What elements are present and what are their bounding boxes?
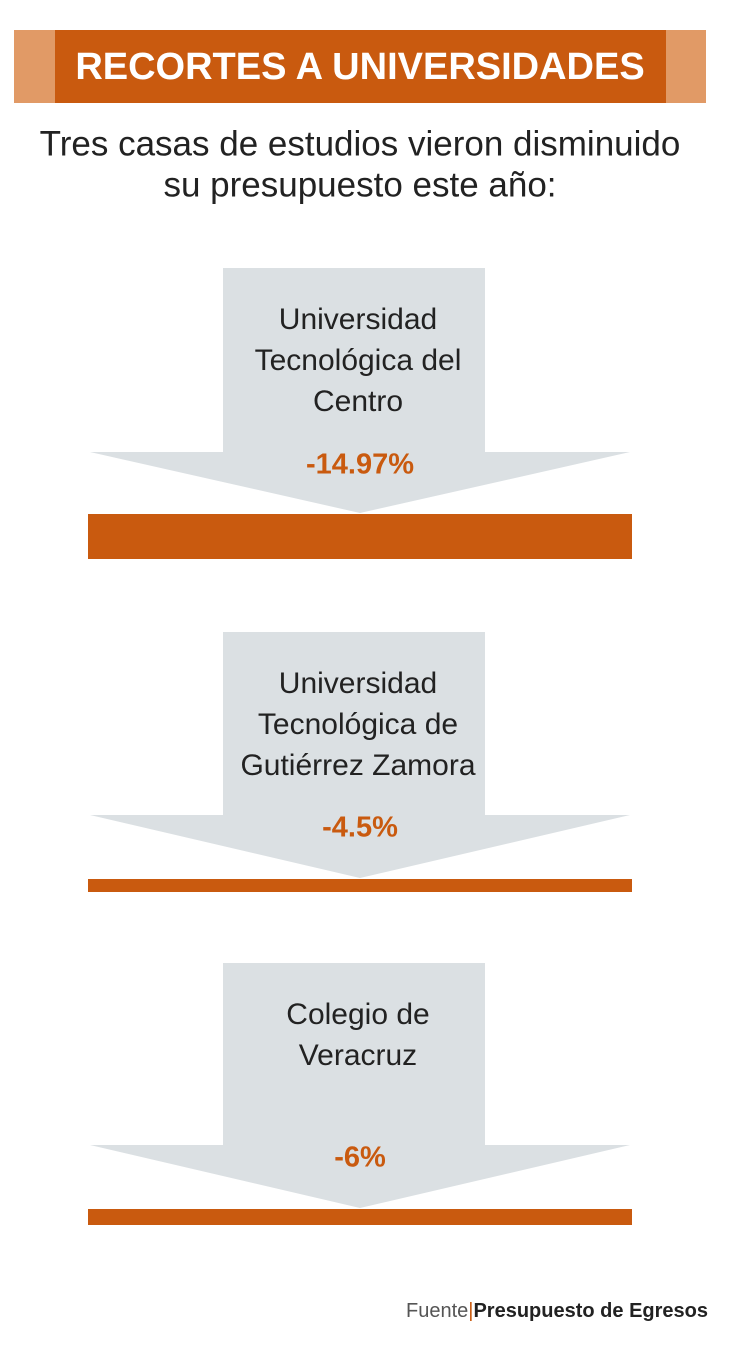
bar [88, 1209, 632, 1225]
arrow [90, 268, 630, 513]
subtitle-line: Tres casas de estudios vieron disminuido [40, 124, 681, 163]
item-name: Universidad [279, 303, 437, 336]
item-name: Colegio de [286, 998, 429, 1031]
item-change: -6% [334, 1142, 386, 1174]
item-name: Veracruz [299, 1039, 417, 1072]
title: RECORTES A UNIVERSIDADES [75, 46, 644, 88]
footer-label: Fuente [406, 1300, 468, 1322]
bar [88, 514, 632, 559]
item-name: Tecnológica del [255, 344, 462, 377]
footer: Fuente|Presupuesto de Egresos [406, 1300, 708, 1322]
subtitle-line: su presupuesto este año: [163, 165, 556, 204]
item-name: Universidad [279, 667, 437, 700]
title-banner-center [55, 30, 666, 103]
item-change: -14.97% [306, 449, 414, 481]
item-name: Centro [313, 385, 403, 418]
item-change: -4.5% [322, 812, 398, 844]
item-name: Gutiérrez Zamora [240, 749, 475, 782]
item-name: Tecnológica de [258, 708, 458, 741]
arrow [90, 963, 630, 1208]
separator: | [468, 1300, 473, 1322]
footer-source: Presupuesto de Egresos [473, 1300, 708, 1322]
bar [88, 879, 632, 892]
arrow [90, 632, 630, 878]
